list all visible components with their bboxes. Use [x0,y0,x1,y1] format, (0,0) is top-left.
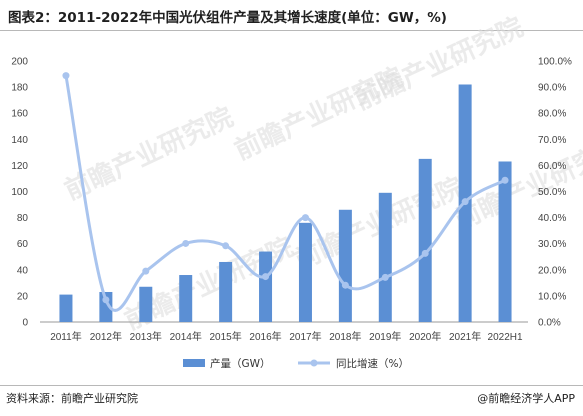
bar [219,261,233,322]
left-tick-label: 40 [17,265,29,276]
bar [179,275,193,322]
x-tick-label: 2022H1 [488,332,523,343]
legend-line-dot [310,359,318,367]
left-tick-label: 60 [17,239,29,250]
bar [338,209,352,322]
bar [418,158,432,322]
right-tick-label: 10.0% [538,291,566,302]
bar [139,286,153,322]
left-tick-label: 120 [11,161,28,172]
chart-svg: 前瞻产业研究院前瞻产业研究院前瞻产业研究院前瞻产业研究院前瞻产业研究院前瞻产业研… [11,11,583,370]
right-tick-label: 0.0% [538,318,561,329]
growth-point [461,198,469,206]
left-tick-label: 140 [11,135,28,146]
x-tick-label: 2018年 [329,330,361,343]
legend: 产量（GW） 同比增速（%） [183,357,409,370]
right-tick-label: 100.0% [538,57,572,68]
legend-line-label: 同比增速（%） [336,357,409,370]
x-tick-label: 2015年 [210,330,242,343]
left-tick-label: 20 [17,291,29,302]
chart-title: 图表2：2011-2022年中国光伏组件产量及其增长速度(单位：GW，%) [8,10,447,26]
right-axis: 0.0% 10.0% 20.0% 30.0% 40.0% 50.0% 60.0% 70.0% 8… [538,57,572,329]
left-tick-label: 80 [17,213,29,224]
right-tick-label: 40.0% [538,213,566,224]
growth-point [62,72,70,80]
bottom-divider [0,385,583,386]
right-tick-label: 50.0% [538,187,566,198]
watermark-text: 前瞻产业研究院 [350,11,528,116]
growth-point [262,273,270,281]
growth-point [341,281,349,289]
right-tick-label: 90.0% [538,83,566,94]
growth-point [102,296,110,304]
right-tick-label: 70.0% [538,135,566,146]
source-note: 资料来源：前瞻产业研究院 [6,392,138,405]
x-axis-labels: 2011年 2012年 2013年 2014年 2015年 2016年 2017年 2018年… [50,330,523,343]
growth-point [182,239,190,247]
x-tick-label: 2012年 [90,330,122,343]
left-tick-label: 0 [22,318,28,329]
right-tick-label: 60.0% [538,161,566,172]
watermark-text: 前瞻产业研究院 [60,101,238,206]
legend-bar-label: 产量（GW） [210,357,271,370]
bar [298,222,312,322]
left-tick-label: 200 [11,57,28,68]
credit-note: @前瞻经济学人APP [477,392,575,405]
left-tick-label: 100 [11,187,28,198]
bar [59,294,73,322]
right-tick-label: 80.0% [538,109,566,120]
x-tick-label: 2013年 [130,330,162,343]
growth-point [301,214,309,222]
left-tick-label: 180 [11,83,28,94]
growth-point [222,242,230,250]
left-axis: 0 20 40 60 80 100 120 140 160 180 200 [11,57,28,329]
growth-point [142,267,150,275]
bar [259,251,273,322]
bar [378,192,392,322]
top-divider [0,30,583,31]
left-tick-label: 160 [11,109,28,120]
growth-point [381,273,389,281]
x-tick-label: 2019年 [369,330,401,343]
x-tick-label: 2011年 [50,330,82,343]
legend-bar-swatch [183,359,205,367]
x-tick-label: 2020年 [409,330,441,343]
bar [498,161,512,322]
right-tick-label: 30.0% [538,239,566,250]
x-tick-label: 2014年 [170,330,202,343]
x-tick-label: 2017年 [289,330,321,343]
growth-point [501,176,509,184]
growth-point [421,249,429,257]
x-tick-label: 2021年 [449,330,481,343]
x-tick-label: 2016年 [249,330,281,343]
right-tick-label: 20.0% [538,265,566,276]
growth-points [62,72,509,304]
